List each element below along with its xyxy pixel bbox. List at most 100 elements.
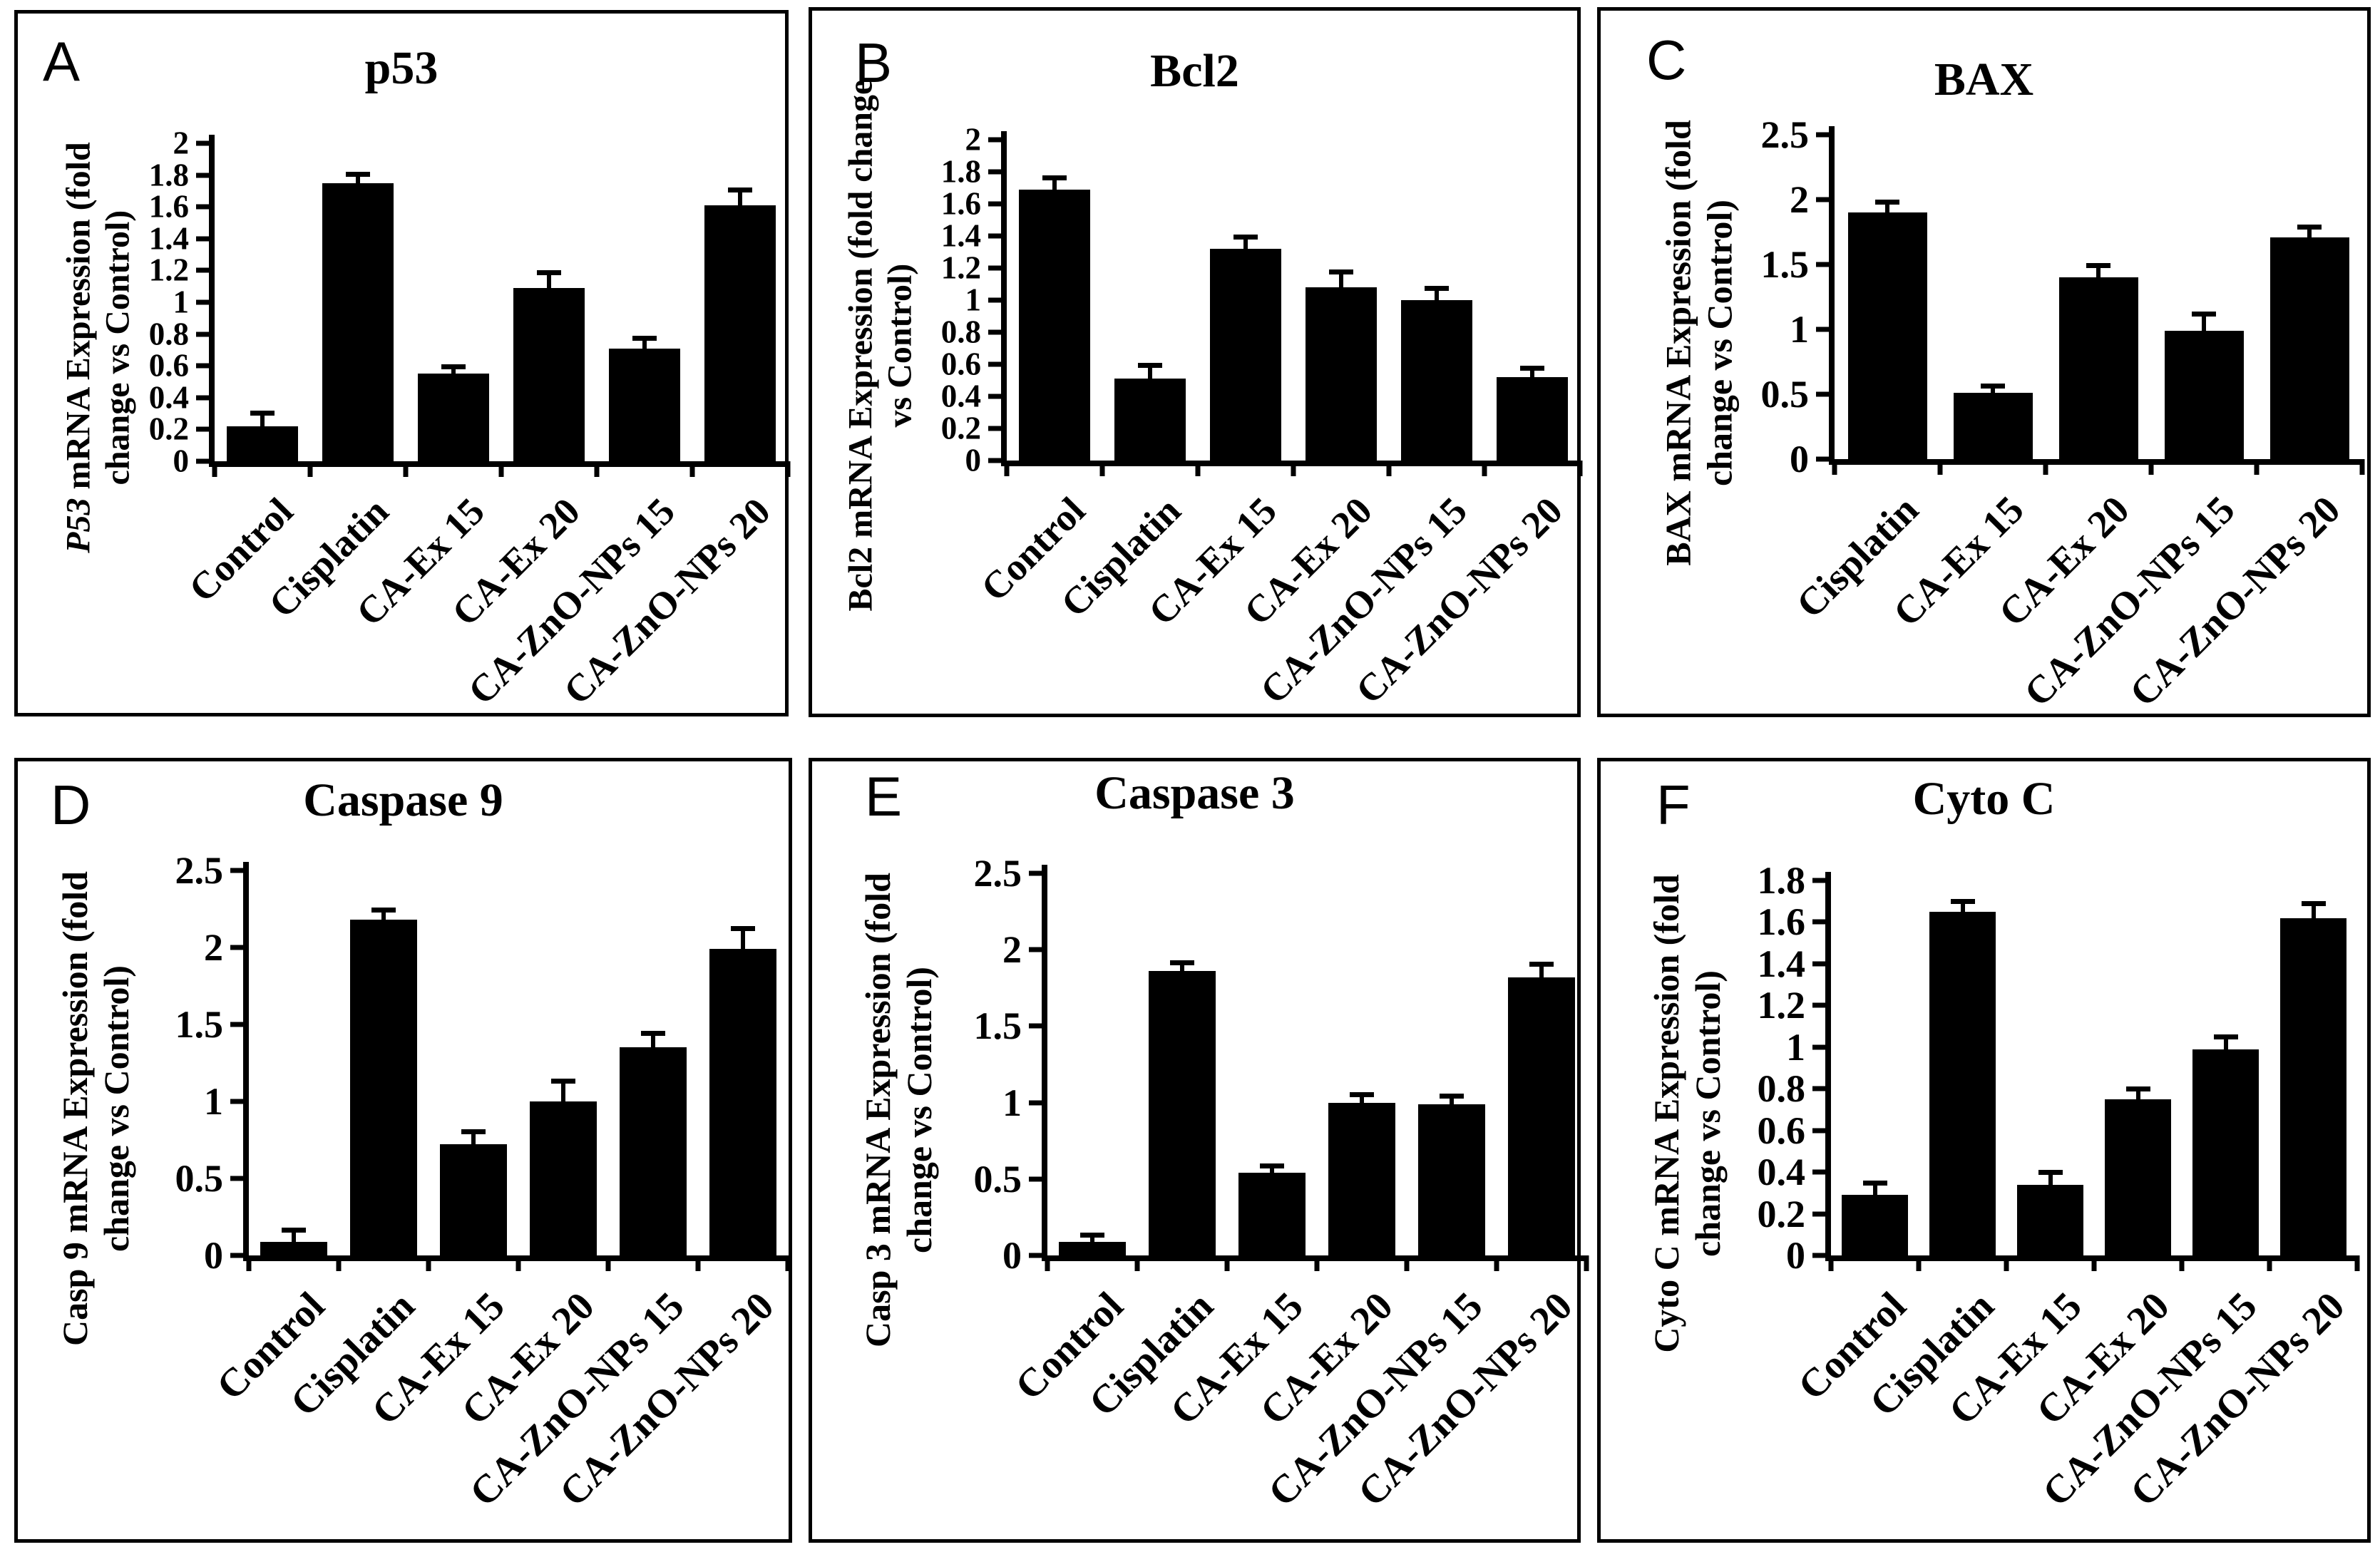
x-axis-tick — [785, 461, 791, 477]
y-axis-label-line-2: vs Control) — [881, 264, 919, 428]
bar-ca-zno-nps-15 — [608, 348, 681, 461]
y-axis-tick — [196, 267, 210, 273]
bar-ca-zno-nps-20 — [2280, 918, 2346, 1255]
y-axis-tick — [988, 169, 1002, 175]
panel-b-bcl2: B Bcl2 Bcl2 mRNA Expression (fold change… — [809, 7, 1583, 717]
bar-control — [260, 1241, 328, 1255]
x-axis-tick — [605, 1255, 611, 1271]
y-axis-tick — [1812, 919, 1827, 925]
y-tick-label: 0.5 — [175, 1157, 224, 1200]
y-axis-tick — [1029, 1100, 1043, 1106]
bar-ca-ex-20 — [2105, 1099, 2171, 1255]
y-tick-label: 0.5 — [1760, 373, 1810, 416]
y-tick-label: 0.8 — [1757, 1067, 1806, 1111]
bar-cisplatin — [1847, 212, 1927, 459]
x-axis-tick — [498, 461, 504, 477]
y-axis-tick — [196, 363, 210, 369]
error-bar-ca-ex-15 — [451, 364, 456, 374]
y-axis-label-line-1: Casp 3 mRNA Expression (fold — [858, 873, 898, 1347]
x-axis-tick — [1134, 1255, 1140, 1271]
y-tick-label: 1.2 — [148, 252, 189, 288]
y-axis-tick — [1812, 1211, 1827, 1217]
y-axis-tick — [230, 1022, 245, 1027]
bar-cisplatin — [1929, 911, 1996, 1255]
y-axis-tick — [988, 137, 1002, 143]
y-tick-label: 1 — [1790, 308, 1809, 351]
error-bar-ca-zno-nps-15 — [1435, 285, 1439, 300]
y-tick-label: 1.2 — [940, 250, 981, 286]
y-tick-label: 2 — [965, 121, 982, 158]
x-axis-tick — [1916, 1255, 1922, 1271]
x-axis-tick — [307, 461, 313, 477]
bar-ca-zno-nps-20 — [1496, 377, 1569, 461]
y-tick-label: 0 — [1790, 438, 1809, 480]
x-axis-tick — [1937, 459, 1943, 475]
bar-ca-zno-nps-15 — [2164, 330, 2244, 459]
y-tick-label: 0.4 — [940, 378, 981, 414]
bar-ca-ex-15 — [439, 1144, 508, 1255]
x-axis-tick — [246, 1255, 252, 1271]
y-tick-label: 0.6 — [1757, 1109, 1806, 1152]
y-tick-label: 1.5 — [973, 1004, 1022, 1048]
y-axis-tick — [230, 945, 245, 950]
y-tick-label: 2 — [1790, 178, 1809, 221]
error-bar-ca-ex-15 — [1991, 384, 1995, 394]
y-axis-label-line-1: Bcl2 mRNA Expression (fold change — [841, 80, 880, 612]
error-bar-cisplatin — [1885, 200, 1889, 213]
x-axis-tick — [2267, 1255, 2272, 1271]
y-axis-label-line-2: change vs Control) — [898, 967, 939, 1253]
y-axis-tick — [230, 868, 245, 873]
y-axis-tick — [988, 361, 1002, 367]
y-tick-label: 0.2 — [1757, 1192, 1806, 1235]
y-axis-tick — [1812, 1128, 1827, 1134]
y-axis-tick — [1816, 262, 1830, 267]
error-bar-ca-zno-nps-15 — [2202, 311, 2206, 331]
plot-area-bax: 0 0.5 1 1.5 2 2.5 Cisplatin CA-Ex 15 CA-Ex 20 CA-… — [1761, 115, 2365, 714]
bar-control — [1058, 1241, 1127, 1255]
x-axis-tick — [2004, 1255, 2009, 1271]
error-bar-control — [260, 410, 265, 426]
error-bar-ca-ex-15 — [1243, 234, 1248, 249]
y-axis-label: BAX mRNA Expression (fold change vs Contr… — [1658, 62, 1743, 623]
y-axis-tick — [196, 140, 210, 146]
y-tick-label: 0 — [204, 1234, 223, 1277]
y-axis-tick — [988, 458, 1002, 463]
bar-ca-zno-nps-20 — [1507, 977, 1576, 1255]
x-axis-tick — [695, 1255, 701, 1271]
y-axis-tick — [1812, 1169, 1827, 1175]
error-bar-control — [292, 1228, 296, 1242]
y-axis-tick — [988, 233, 1002, 239]
x-axis-tick — [1404, 1255, 1410, 1271]
error-bar-control — [1052, 175, 1057, 190]
error-bar-ca-ex-20 — [561, 1078, 565, 1101]
y-tick-label: 0.2 — [940, 410, 981, 446]
bar-ca-ex-20 — [1328, 1102, 1396, 1255]
y-tick-label: 1.5 — [175, 1003, 224, 1046]
x-axis-tick — [426, 1255, 431, 1271]
y-axis-tick — [1812, 878, 1827, 883]
x-axis-tick — [1224, 1255, 1230, 1271]
chart-title-bax: BAX — [1934, 53, 2034, 106]
panel-d-caspase9: D Caspase 9 Casp 9 mRNA Expression (fold… — [14, 758, 792, 1543]
panel-letter-d: D — [51, 774, 91, 836]
bar-control — [1842, 1195, 1908, 1255]
bar-cisplatin — [349, 920, 418, 1255]
y-axis-tick — [1029, 1176, 1043, 1182]
bar-ca-zno-nps-20 — [704, 205, 776, 461]
y-axis-tick — [1816, 391, 1830, 397]
x-axis-tick — [1045, 1255, 1050, 1271]
y-tick-label: 0 — [1002, 1234, 1022, 1277]
y-axis-label-line-2: change vs Control) — [96, 965, 136, 1252]
y-tick-label: 2.5 — [175, 849, 224, 892]
bar-ca-ex-15 — [1238, 1173, 1306, 1255]
error-bar-ca-zno-nps-20 — [2307, 224, 2312, 237]
x-axis-tick — [1482, 461, 1487, 476]
y-tick-label: 0 — [173, 443, 190, 479]
plot-area-cytoc: 0 0.2 0.4 0.6 0.8 1 1.2 1.4 1.6 1.8 Control Cisplat… — [1758, 861, 2360, 1515]
y-tick-label: 1.4 — [940, 217, 981, 254]
panel-letter-e: E — [865, 765, 903, 828]
y-axis-label: Cyto C mRNA Expression (fold change vs Co… — [1646, 808, 1732, 1419]
y-tick-label: 1.6 — [148, 188, 189, 225]
error-bar-ca-zno-nps-20 — [1539, 962, 1544, 977]
